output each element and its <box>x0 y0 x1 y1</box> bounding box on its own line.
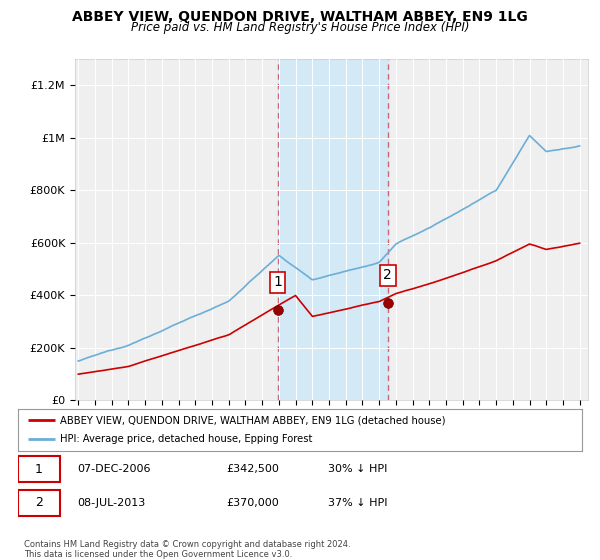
Text: ABBEY VIEW, QUENDON DRIVE, WALTHAM ABBEY, EN9 1LG (detached house): ABBEY VIEW, QUENDON DRIVE, WALTHAM ABBEY… <box>60 415 446 425</box>
Text: 08-JUL-2013: 08-JUL-2013 <box>77 498 145 508</box>
Text: 07-DEC-2006: 07-DEC-2006 <box>77 464 151 474</box>
Text: £342,500: £342,500 <box>227 464 280 474</box>
FancyBboxPatch shape <box>18 456 60 482</box>
Text: HPI: Average price, detached house, Epping Forest: HPI: Average price, detached house, Eppi… <box>60 435 313 445</box>
Text: 30% ↓ HPI: 30% ↓ HPI <box>328 464 388 474</box>
Text: Contains HM Land Registry data © Crown copyright and database right 2024.
This d: Contains HM Land Registry data © Crown c… <box>24 540 350 559</box>
Text: ABBEY VIEW, QUENDON DRIVE, WALTHAM ABBEY, EN9 1LG: ABBEY VIEW, QUENDON DRIVE, WALTHAM ABBEY… <box>72 10 528 24</box>
Text: Price paid vs. HM Land Registry's House Price Index (HPI): Price paid vs. HM Land Registry's House … <box>131 21 469 34</box>
Text: 2: 2 <box>383 268 392 282</box>
Text: 2: 2 <box>35 497 43 510</box>
Text: 1: 1 <box>35 463 43 476</box>
Text: 37% ↓ HPI: 37% ↓ HPI <box>328 498 388 508</box>
Text: 1: 1 <box>273 276 282 290</box>
Text: £370,000: £370,000 <box>227 498 280 508</box>
FancyBboxPatch shape <box>18 490 60 516</box>
Bar <box>278 59 388 400</box>
